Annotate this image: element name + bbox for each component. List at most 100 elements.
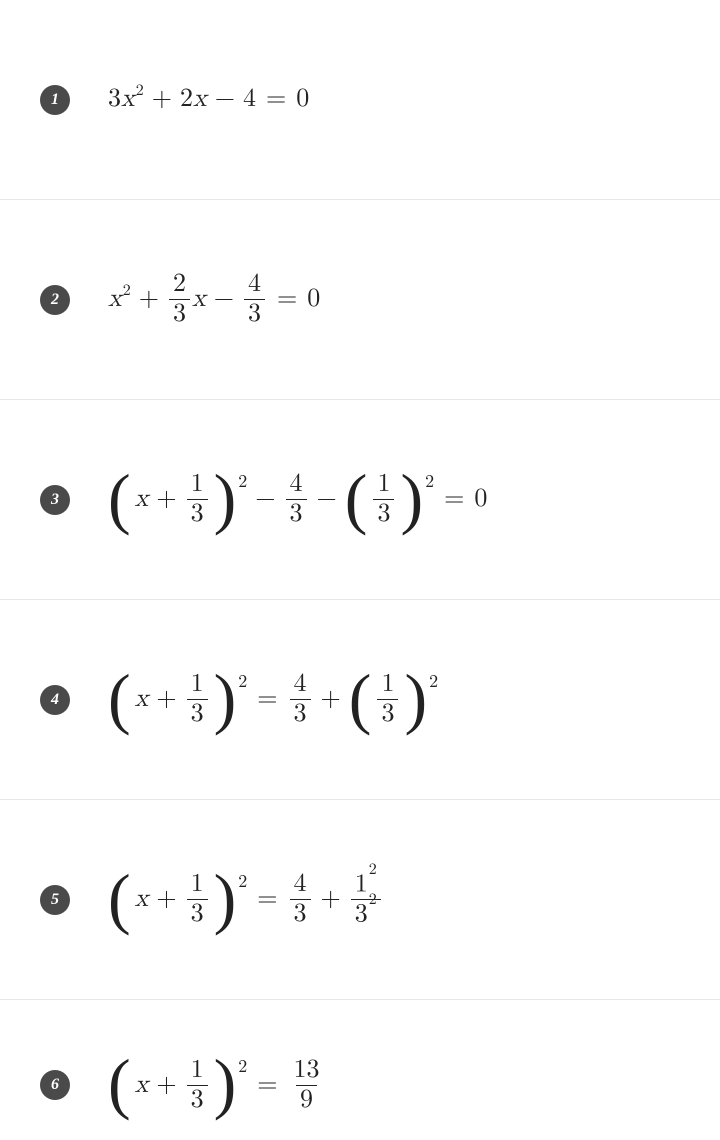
equals-sign: = [444,484,464,515]
paren-group: ( x + 1 3 ) [108,870,236,928]
exponent: 2 [123,282,131,301]
variable-x: x [192,284,206,315]
denominator: 3 [290,899,311,929]
numerator: 1 [187,670,208,699]
denominator: 3 [187,899,208,929]
exponent: 2 [238,471,247,493]
step-badge: 3 [40,485,70,515]
plus-operator: + [139,284,159,315]
plus-operator: + [156,884,176,915]
fraction: 1 3 [373,470,394,528]
numerator: 13 [290,1056,324,1085]
exponent: 2 [425,471,434,493]
variable-x: x [135,884,149,915]
paren-group: ( 1 3 ) [345,470,423,528]
numerator: 1 [187,870,208,899]
denominator: 3 [187,699,208,729]
numerator: 4 [290,870,311,899]
paren-group: ( x + 1 3 ) [108,470,236,528]
exponent: 2 [238,671,247,693]
step-badge: 2 [40,285,70,315]
rhs-value: 0 [474,484,487,515]
fraction: 1 3 [377,670,398,728]
equals-sign: = [277,284,297,315]
variable-x: x [121,84,135,115]
equals-sign: = [257,684,277,715]
numerator: 4 [290,670,311,699]
paren-group: ( 1 3 ) [349,670,427,728]
denominator: 3 [286,499,307,529]
equation: ( x + 1 3 ) 2 = 4 3 + ( 1 3 [108,670,438,728]
fraction: 4 3 [290,870,311,928]
fraction: 1 3 [187,1056,208,1114]
numerator: 2 [169,270,190,299]
denominator: 3 [290,699,311,729]
numerator: 1 [373,470,394,499]
fraction: 1 3 [187,470,208,528]
minus-operator: − [215,84,235,115]
step-row: 3 ( x + 1 3 ) 2 − 4 3 − ( 1 3 [0,400,720,600]
paren-group: ( x + 1 3 ) [108,670,236,728]
rhs-value: 0 [296,84,309,115]
numerator: 4 [244,270,265,299]
exponent: 2 [136,82,144,101]
fraction: 4 3 [244,270,265,328]
equation: ( x + 1 3 ) 2 = 13 9 [108,1056,326,1114]
denominator: 3 [187,1085,208,1115]
variable-x: x [135,684,149,715]
denominator: 3 [169,299,190,329]
fraction: 12 32 [351,870,381,930]
fraction: 13 9 [290,1056,324,1114]
step-row: 4 ( x + 1 3 ) 2 = 4 3 + ( 1 3 [0,600,720,800]
numerator: 1 [187,1056,208,1085]
equation: ( x + 1 3 ) 2 − 4 3 − ( 1 3 [108,470,487,528]
fraction: 1 3 [187,670,208,728]
numerator: 4 [286,470,307,499]
plus-operator: + [321,884,341,915]
minus-operator: − [317,484,337,515]
plus-operator: + [156,1070,176,1101]
denominator: 32 [351,899,381,929]
step-row: 2 x2 + 2 3 x − 4 3 = 0 [0,200,720,400]
fraction: 4 3 [286,470,307,528]
step-row: 5 ( x + 1 3 ) 2 = 4 3 + 12 32 [0,800,720,1000]
equation: 3x2 + 2x − 4 = 0 [108,84,309,115]
denominator: 3 [244,299,265,329]
plus-operator: + [156,484,176,515]
exponent: 2 [238,871,247,893]
step-badge: 6 [40,1070,70,1100]
plus-operator: + [321,684,341,715]
fraction: 4 3 [290,670,311,728]
variable-x: x [135,484,149,515]
equals-sign: = [266,84,286,115]
minus-operator: − [255,484,275,515]
fraction: 2 3 [169,270,190,328]
step-badge: 4 [40,685,70,715]
minus-operator: − [214,284,234,315]
exponent: 2 [429,671,438,693]
equation: ( x + 1 3 ) 2 = 4 3 + 12 32 [108,870,383,930]
step-row: 1 3x2 + 2x − 4 = 0 [0,0,720,200]
paren-group: ( x + 1 3 ) [108,1056,236,1114]
denominator: 3 [187,499,208,529]
fraction: 1 3 [187,870,208,928]
plus-operator: + [152,84,172,115]
step-badge: 5 [40,885,70,915]
numerator: 1 [187,470,208,499]
step-badge: 1 [40,85,70,115]
denominator: 9 [296,1085,317,1115]
exponent: 2 [238,1056,247,1078]
variable-x: x [193,84,207,115]
equation: x2 + 2 3 x − 4 3 = 0 [108,270,320,328]
denominator: 3 [377,699,398,729]
equals-sign: = [257,884,277,915]
constant: 4 [243,84,256,115]
coefficient: 2 [180,84,193,115]
rhs-value: 0 [307,284,320,315]
coefficient: 3 [108,84,121,115]
plus-operator: + [156,684,176,715]
step-row: 6 ( x + 1 3 ) 2 = 13 9 [0,1000,720,1140]
numerator: 1 [377,670,398,699]
equals-sign: = [257,1070,277,1101]
denominator: 3 [373,499,394,529]
